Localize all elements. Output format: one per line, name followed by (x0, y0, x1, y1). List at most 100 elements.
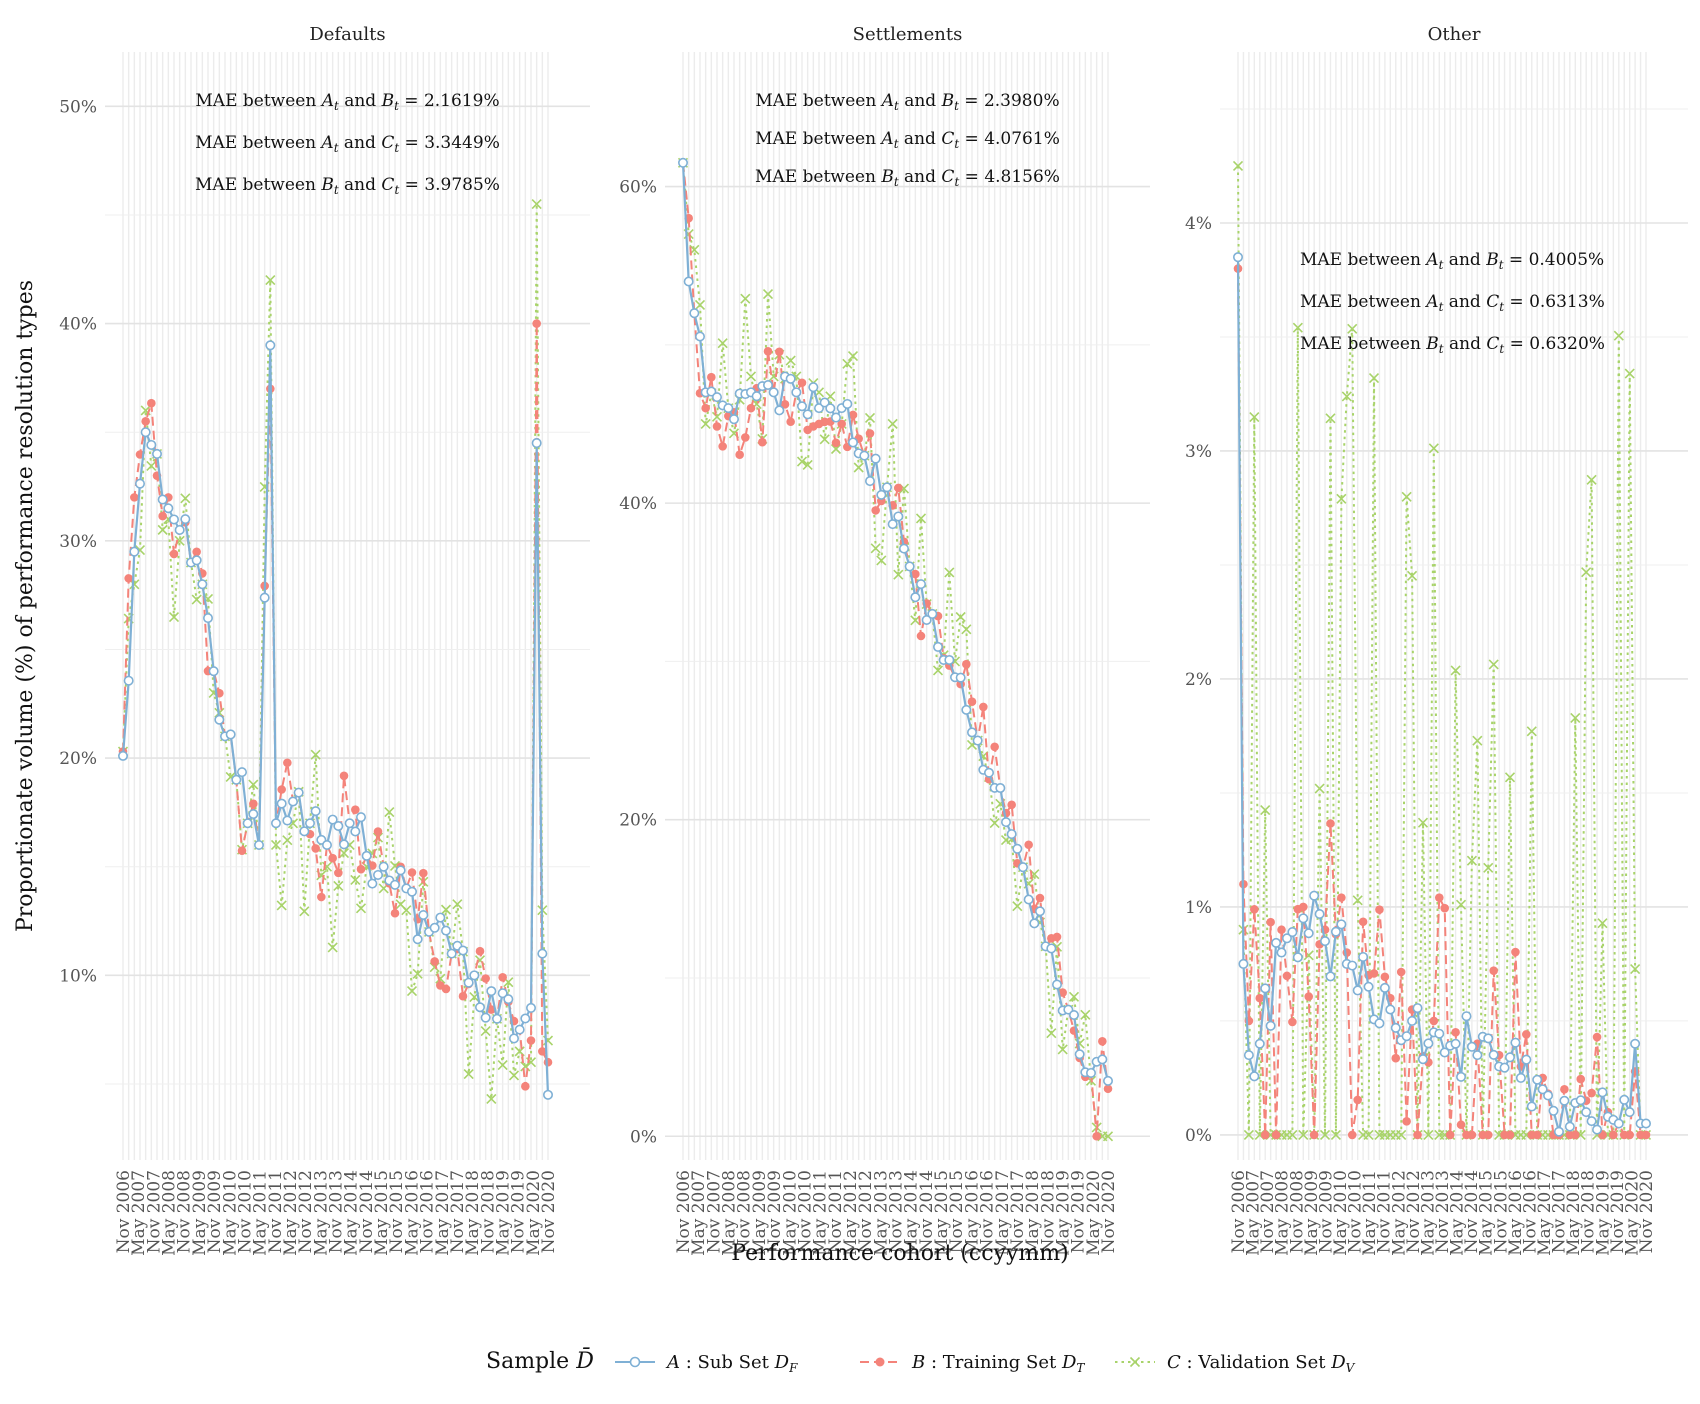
point-A (1233, 252, 1244, 263)
x-tick-label: Nov 2007 (704, 1170, 724, 1253)
point-A (520, 1013, 531, 1024)
x-tick-label: May 2015 (932, 1170, 952, 1256)
x-tick-label: May 2015 (1477, 1170, 1497, 1256)
point-A (1559, 1095, 1570, 1106)
point-A (531, 438, 542, 449)
point-A (1052, 979, 1063, 990)
x-tick-label: Nov 2015 (1491, 1170, 1511, 1253)
point-A (1613, 1118, 1624, 1129)
x-tick-label: May 2012 (281, 1170, 301, 1256)
point-C (1080, 1009, 1091, 1020)
point-B (865, 429, 875, 438)
point-B (1092, 1131, 1101, 1141)
point-A (1000, 817, 1011, 828)
x-tick-label: May 2011 (811, 1170, 831, 1256)
point-B (390, 908, 400, 918)
x-tick-label: May 2007 (689, 1170, 709, 1256)
x-tick-label: May 2009 (1302, 1170, 1322, 1256)
point-C (531, 199, 542, 210)
point-A (435, 912, 446, 923)
point-C (1396, 1129, 1407, 1140)
point-A (887, 519, 898, 530)
point-B (334, 868, 343, 878)
x-tick-label: May 2017 (1535, 1170, 1555, 1256)
panel-title: Settlements (853, 24, 963, 45)
point-C (333, 880, 344, 892)
point-A (1260, 983, 1271, 994)
point-A (1450, 1038, 1461, 1049)
legend-label-C: C : Validation Set DV (1167, 1352, 1356, 1375)
point-A (1434, 1028, 1445, 1039)
point-A (796, 401, 807, 412)
point-A (1379, 982, 1390, 993)
x-tick-label: Nov 2016 (978, 1170, 998, 1253)
point-A (1074, 1049, 1085, 1060)
point-A (1336, 919, 1347, 930)
point-B (967, 697, 977, 707)
point-C (1483, 862, 1494, 873)
point-A (1564, 1121, 1575, 1132)
point-B (339, 771, 349, 781)
point-B (848, 410, 858, 420)
x-tick-label: May 2016 (962, 1170, 982, 1256)
point-B (1369, 969, 1379, 978)
point-A (1456, 1071, 1467, 1082)
point-A (412, 934, 423, 945)
point-C (180, 493, 191, 504)
point-A (966, 727, 977, 738)
y-tick-label: 20% (619, 811, 657, 831)
point-A (842, 398, 853, 409)
x-tick-label: Nov 2007 (144, 1170, 164, 1253)
x-tick-label: Nov 2007 (1258, 1170, 1278, 1253)
x-tick-label: May 2008 (1273, 1170, 1293, 1256)
point-C (1260, 805, 1271, 816)
x-tick-label: May 2011 (1360, 1170, 1380, 1256)
x-tick-label: Nov 2019 (1608, 1170, 1628, 1253)
point-A (1641, 1118, 1652, 1129)
point-A (774, 405, 785, 416)
point-A (1029, 918, 1040, 929)
point-A (915, 579, 926, 590)
y-tick-label: 30% (59, 532, 97, 552)
x-tick-label: May 2018 (463, 1170, 483, 1256)
point-B (521, 1082, 530, 1091)
point-A (689, 308, 700, 319)
point-A (1532, 1074, 1543, 1085)
x-tick-label: Nov 2014 (917, 1170, 937, 1253)
point-B (1391, 1053, 1401, 1063)
point-B (746, 403, 756, 413)
point-B (1260, 1130, 1270, 1140)
point-A (1012, 843, 1023, 854)
point-C (830, 443, 842, 455)
mae-annotation: MAE between At and Bt = 0.4005% (1300, 250, 1604, 272)
x-tick-label: Nov 2016 (1520, 1170, 1540, 1253)
point-A (293, 787, 304, 798)
point-C (1314, 783, 1325, 794)
x-tick-label: Nov 2009 (205, 1170, 225, 1253)
point-A (921, 615, 932, 626)
point-B (141, 417, 150, 426)
x-tick-label: May 2019 (493, 1170, 513, 1256)
point-A (1374, 1018, 1385, 1029)
point-A (802, 409, 813, 420)
point-A (129, 546, 140, 557)
x-tick-label: May 2019 (1593, 1170, 1613, 1256)
point-A (728, 414, 739, 425)
point-B (1035, 893, 1045, 903)
point-B (1456, 1120, 1466, 1130)
point-C (796, 456, 808, 467)
point-C (887, 418, 898, 429)
point-A (893, 511, 904, 522)
point-A (259, 592, 270, 603)
point-A (1254, 1038, 1265, 1049)
point-C (1428, 443, 1439, 454)
point-C (740, 293, 751, 304)
point-B (475, 946, 485, 956)
point-B (1451, 1028, 1460, 1037)
point-C (847, 351, 859, 362)
point-B (1511, 947, 1520, 957)
point-A (791, 387, 802, 398)
point-A (1298, 913, 1309, 924)
x-tick-label: Nov 2013 (887, 1170, 907, 1253)
